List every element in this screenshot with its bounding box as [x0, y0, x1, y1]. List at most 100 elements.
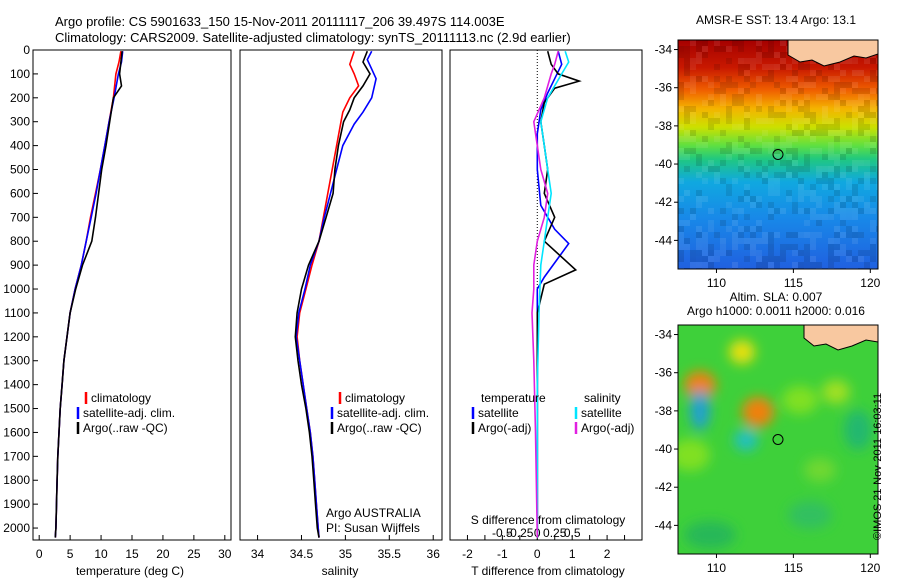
- sst-pixel: [858, 100, 864, 106]
- sst-pixel: [690, 262, 696, 268]
- sst-pixel: [762, 172, 768, 178]
- sst-pixel: [744, 184, 750, 190]
- sst-pixel: [792, 76, 798, 82]
- sla-map-frame: [677, 324, 879, 555]
- sst-pixel: [696, 244, 702, 250]
- sst-pixel: [678, 106, 684, 112]
- sst-pixel: [840, 88, 846, 94]
- sst-pixel: [804, 262, 810, 268]
- sst-pixel: [690, 88, 696, 94]
- sst-pixel: [798, 190, 804, 196]
- sst-pixel: [744, 88, 750, 94]
- sst-pixel: [876, 154, 878, 160]
- sst-pixel: [762, 166, 768, 172]
- legend-label-s-satellite: satellite: [581, 406, 622, 420]
- sla-field: [678, 325, 878, 554]
- sst-pixel: [816, 148, 822, 154]
- sst-pixel: [768, 208, 774, 214]
- difference-panel-frame: [449, 49, 643, 541]
- x-tick-label: 34: [251, 547, 265, 561]
- sst-pixel: [846, 232, 852, 238]
- sst-pixel: [846, 256, 852, 262]
- depth-tick-label: 1800: [3, 473, 30, 487]
- sst-pixel: [756, 262, 762, 268]
- sst-pixel: [852, 238, 858, 244]
- sst-pixel: [768, 70, 774, 76]
- sst-pixel: [750, 232, 756, 238]
- sst-pixel: [708, 256, 714, 262]
- sst-pixel: [864, 262, 870, 268]
- sst-pixel: [756, 94, 762, 100]
- sst-pixel: [864, 142, 870, 148]
- sst-pixel: [762, 118, 768, 124]
- sst-pixel: [684, 112, 690, 118]
- depth-axis: 0 100 200 300 400 500 600 700 800 900 1000 1100 1200…: [3, 43, 38, 535]
- sst-pixel: [822, 166, 828, 172]
- sst-pixel: [852, 100, 858, 106]
- sst-pixel: [738, 208, 744, 214]
- sst-pixel: [846, 112, 852, 118]
- sst-pixel: [786, 106, 792, 112]
- sst-pixel: [738, 196, 744, 202]
- sst-pixel: [714, 232, 720, 238]
- sst-pixel: [702, 136, 708, 142]
- sst-pixel: [714, 88, 720, 94]
- sst-pixel: [726, 202, 732, 208]
- sst-pixel: [816, 172, 822, 178]
- sst-pixel: [744, 214, 750, 220]
- sst-pixel: [846, 142, 852, 148]
- series-line-sat: [295, 50, 377, 538]
- sst-pixel: [684, 106, 690, 112]
- sst-pixel: [798, 82, 804, 88]
- sst-pixel: [762, 178, 768, 184]
- sst-pixel: [768, 142, 774, 148]
- sst-pixel: [732, 208, 738, 214]
- sst-pixel: [834, 88, 840, 94]
- sst-pixel: [696, 142, 702, 148]
- sst-pixel: [774, 100, 780, 106]
- sst-pixel: [816, 124, 822, 130]
- sst-pixel: [744, 256, 750, 262]
- sst-pixel: [744, 172, 750, 178]
- s-tick-label: -0.25: [506, 526, 534, 540]
- sst-pixel: [816, 178, 822, 184]
- sst-pixel: [834, 184, 840, 190]
- sst-pixel: [768, 178, 774, 184]
- sst-pixel: [798, 262, 804, 268]
- sst-pixel: [870, 100, 876, 106]
- sst-pixel: [840, 196, 846, 202]
- sst-pixel: [726, 118, 732, 124]
- sst-pixel: [828, 244, 834, 250]
- sst-pixel: [780, 160, 786, 166]
- sst-pixel: [816, 196, 822, 202]
- sst-pixel: [792, 202, 798, 208]
- sst-pixel: [696, 262, 702, 268]
- sst-pixel: [780, 40, 786, 46]
- sst-pixel: [684, 70, 690, 76]
- sst-pixel: [744, 238, 750, 244]
- sst-pixel: [690, 106, 696, 112]
- sst-pixel: [708, 124, 714, 130]
- s-tick-label: -0.5: [492, 526, 513, 540]
- sst-pixel: [756, 76, 762, 82]
- sst-map-title: AMSR-E SST: 13.4 Argo: 13.1: [696, 13, 856, 27]
- sst-pixel: [786, 76, 792, 82]
- sst-pixel: [792, 58, 798, 64]
- sst-pixel: [726, 226, 732, 232]
- sst-pixel: [852, 70, 858, 76]
- sst-pixel: [702, 256, 708, 262]
- sst-pixel: [732, 94, 738, 100]
- sst-pixel: [852, 82, 858, 88]
- sst-pixel: [834, 250, 840, 256]
- sst-pixel: [762, 130, 768, 136]
- sst-pixel: [780, 112, 786, 118]
- sst-pixel: [726, 82, 732, 88]
- sst-pixel: [774, 184, 780, 190]
- lat-tick-label: -34: [655, 328, 673, 342]
- sst-pixel: [756, 136, 762, 142]
- sst-pixel: [864, 160, 870, 166]
- lon-tick-label: 115: [784, 561, 803, 575]
- temperature-panel-frame: [32, 49, 232, 541]
- coastline-land: [787, 40, 878, 67]
- sst-pixel: [852, 106, 858, 112]
